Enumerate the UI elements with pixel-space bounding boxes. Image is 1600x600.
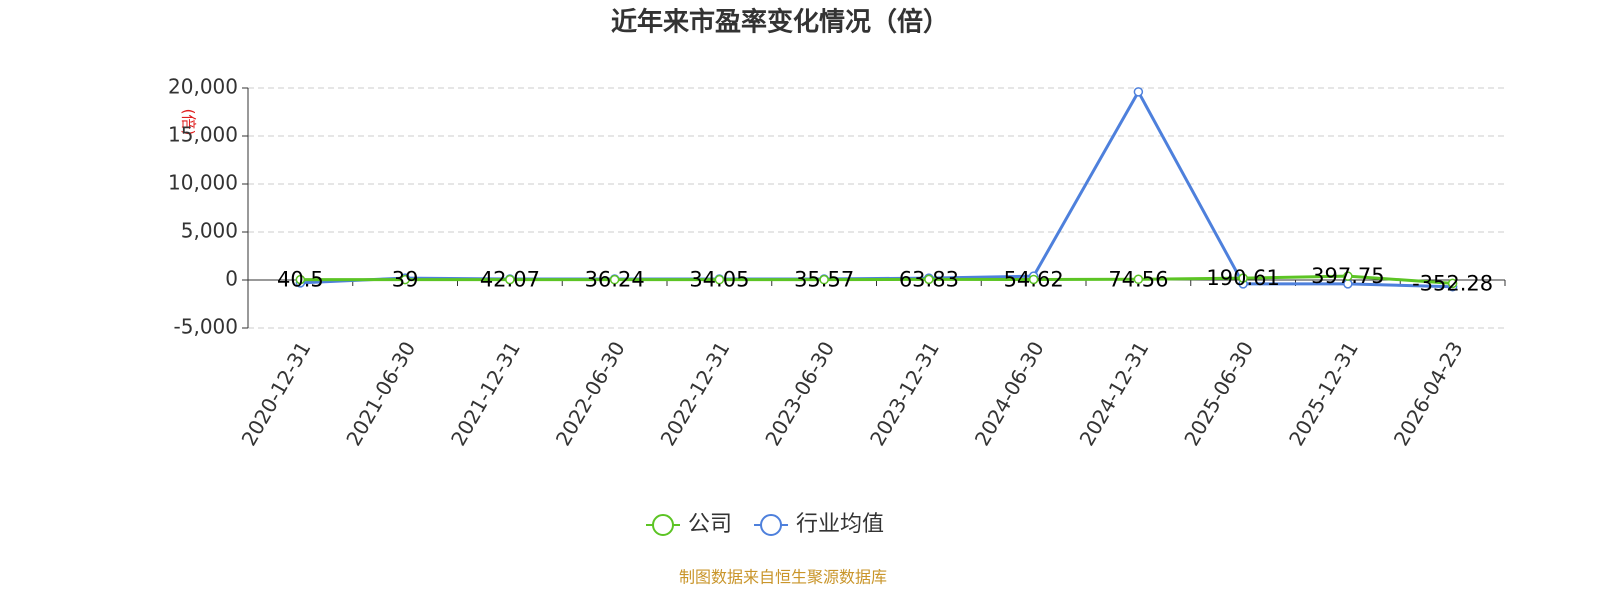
x-tick-label: 2025-12-31 <box>1284 337 1363 450</box>
data-label: 34.05 <box>689 268 749 292</box>
chart-title: 近年来市盈率变化情况（倍） <box>611 7 949 38</box>
data-label: 54.62 <box>1004 267 1064 291</box>
x-tick-label: 2021-12-31 <box>446 337 525 450</box>
y-tick-label: 15,000 <box>168 123 238 147</box>
x-tick-label: 2024-06-30 <box>970 337 1049 450</box>
legend-symbol <box>652 514 674 536</box>
data-point <box>1028 274 1039 285</box>
y-tick-label: 0 <box>225 267 238 291</box>
x-tick-label: 2025-06-30 <box>1179 337 1258 450</box>
data-point <box>1133 87 1144 97</box>
source-note: 制图数据来自恒生聚源数据库 <box>679 568 887 587</box>
data-point <box>295 274 306 285</box>
data-point <box>1238 273 1248 283</box>
legend-label: 行业均值 <box>796 512 884 537</box>
legend-label: 公司 <box>688 512 732 537</box>
x-tick-label: 2023-06-30 <box>760 337 839 450</box>
data-point <box>505 274 515 285</box>
x-tick-label: 2023-12-31 <box>865 337 944 450</box>
data-point <box>1133 274 1144 285</box>
data-label: 40.5 <box>277 268 324 292</box>
data-point <box>1447 278 1458 289</box>
data-label: -352.28 <box>1412 271 1493 295</box>
x-tick-label: 2021-06-30 <box>341 337 420 450</box>
y-axis-label: (倍) <box>180 109 198 136</box>
data-label: 35.57 <box>794 268 854 292</box>
data-point <box>1343 271 1353 281</box>
data-label: 42.07 <box>480 268 540 292</box>
x-tick-label: 2022-06-30 <box>551 337 630 450</box>
data-label: 39 <box>392 268 419 292</box>
data-point <box>924 274 934 285</box>
x-tick-label: 2026-04-23 <box>1389 337 1468 450</box>
x-tick-label: 2022-12-31 <box>656 337 735 450</box>
legend-symbol <box>760 514 783 536</box>
y-tick-label: 20,000 <box>168 75 238 99</box>
x-tick-label: 2020-12-31 <box>237 337 316 450</box>
data-point <box>819 274 829 285</box>
legend-item[interactable]: 公司 <box>646 512 732 537</box>
data-label: 397.75 <box>1311 264 1384 288</box>
y-tick-label: 10,000 <box>168 171 238 195</box>
data-point <box>714 274 725 285</box>
series-line <box>300 88 1453 289</box>
data-point <box>609 274 620 285</box>
x-tick-label: 2024-12-31 <box>1075 337 1154 450</box>
data-label: 63.83 <box>899 267 959 291</box>
y-tick-label: -5,000 <box>174 315 238 339</box>
data-label: 36.24 <box>585 268 645 292</box>
data-label: 74.56 <box>1108 267 1168 291</box>
data-label: 190.61 <box>1206 266 1279 290</box>
y-tick-label: 5,000 <box>181 219 238 243</box>
data-point <box>400 274 410 285</box>
legend-item[interactable]: 行业均值 <box>754 512 884 537</box>
series-line <box>300 274 1453 285</box>
